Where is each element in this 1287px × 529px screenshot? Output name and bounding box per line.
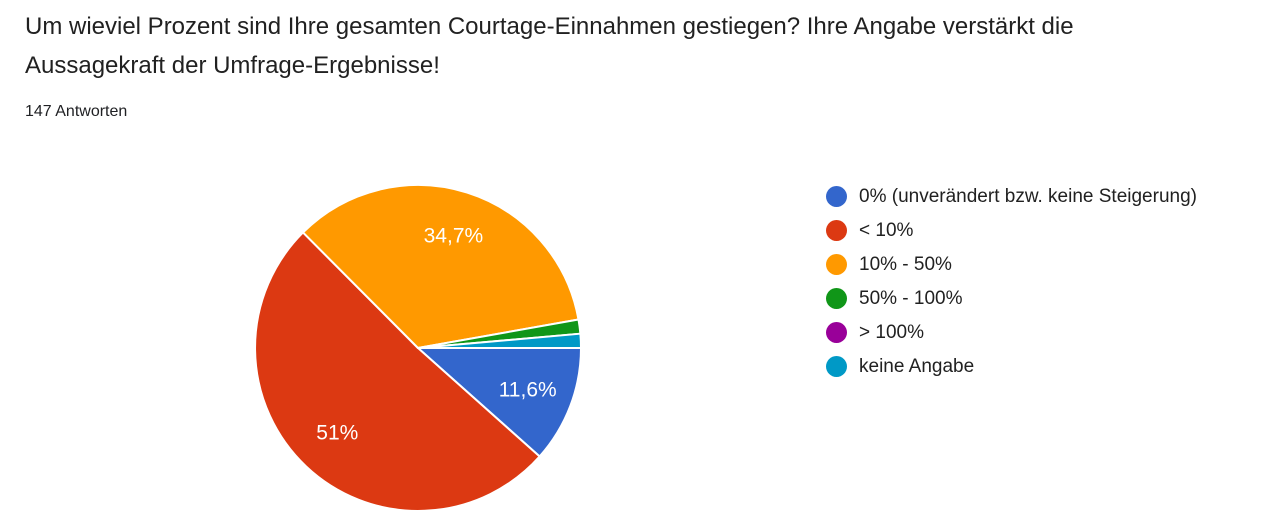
legend-swatch-icon: [826, 220, 847, 241]
pie-chart-svg[interactable]: 11,6% 51% 34,7%: [252, 182, 584, 514]
legend-label: < 10%: [859, 220, 914, 241]
pie-slice-0[interactable]: [417, 347, 582, 458]
pie-slice-5[interactable]: [417, 332, 582, 349]
responses-count: 147 Antworten: [25, 103, 128, 120]
legend-item-3: 50% - 100%: [826, 288, 1197, 309]
pie-chart[interactable]: 11,6% 51% 34,7%: [252, 182, 584, 514]
legend-swatch-icon: [826, 254, 847, 275]
legend-item-5: keine Angabe: [826, 356, 1197, 377]
legend-item-1: < 10%: [826, 220, 1197, 241]
legend-label: 10% - 50%: [859, 254, 952, 275]
pie-slice-value-label-1: 51%: [316, 422, 358, 445]
legend-label: 50% - 100%: [859, 288, 963, 309]
pie-slice-1[interactable]: [254, 231, 541, 512]
legend-swatch-icon: [826, 186, 847, 207]
legend-label: 0% (unverändert bzw. keine Steigerung): [859, 186, 1197, 207]
legend-label: > 100%: [859, 322, 924, 343]
pie-slice-value-label-0: 11,6%: [499, 378, 557, 401]
legend-item-2: 10% - 50%: [826, 254, 1197, 275]
legend-swatch-icon: [826, 322, 847, 343]
legend-label: keine Angabe: [859, 356, 975, 377]
pie-slice-2[interactable]: [302, 184, 580, 349]
legend-swatch-icon: [826, 356, 847, 377]
legend-item-4: > 100%: [826, 322, 1197, 343]
pie-slice-value-label-2: 34,7%: [424, 225, 484, 248]
question-title: Um wieviel Prozent sind Ihre gesamten Co…: [25, 13, 1074, 79]
chart-legend: 0% (unverändert bzw. keine Steigerung) < …: [826, 186, 1197, 390]
legend-swatch-icon: [826, 288, 847, 309]
legend-item-0: 0% (unverändert bzw. keine Steigerung): [826, 186, 1197, 207]
